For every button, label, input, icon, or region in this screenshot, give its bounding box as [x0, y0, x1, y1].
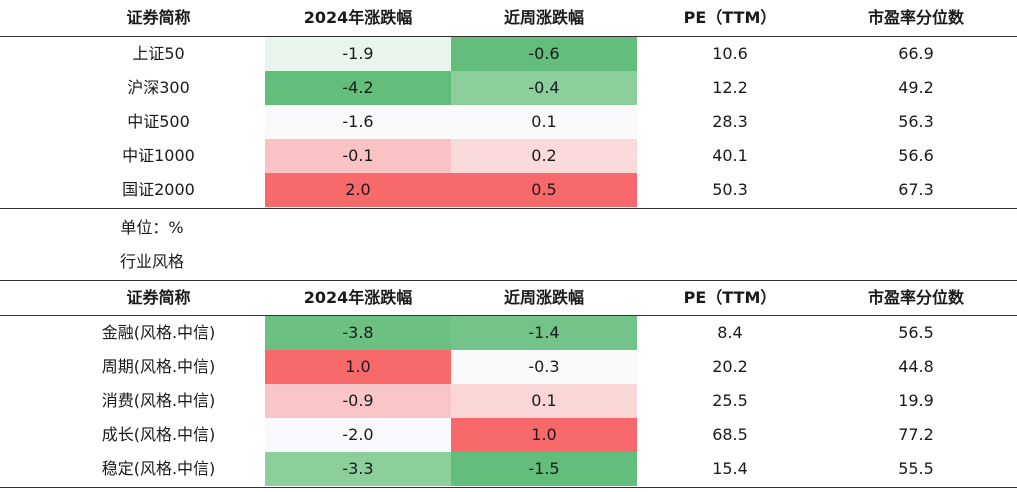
week-change-cell: 1.0	[451, 418, 637, 452]
table-row: 上证50 -1.9 -0.6 10.6 66.9	[0, 37, 1017, 71]
header-pe-percentile: 市盈率分位数	[867, 288, 964, 307]
pe-percentile-cell: 19.9	[898, 391, 934, 410]
table-row: 消费(风格.中信) -0.9 0.1 25.5 19.9	[0, 384, 1017, 418]
pe-ttm-cell: 12.2	[712, 78, 748, 97]
week-change-cell: -1.5	[451, 452, 637, 486]
header-week-change: 近周涨跌幅	[503, 8, 584, 27]
pe-ttm-cell: 50.3	[712, 180, 748, 199]
pe-ttm-cell: 8.4	[717, 323, 743, 342]
ytd-change-cell: -3.3	[265, 452, 451, 486]
week-change-cell: -0.3	[451, 350, 637, 384]
week-change-cell: -1.4	[451, 316, 637, 350]
table2-header: 证券简称 2024年涨跌幅 近周涨跌幅 PE（TTM） 市盈率分位数	[0, 281, 1017, 315]
week-change-cell: 0.1	[451, 105, 637, 139]
header-ytd-change: 2024年涨跌幅	[303, 8, 413, 27]
ytd-change-cell: 2.0	[265, 173, 451, 207]
security-name-cell: 消费(风格.中信)	[101, 391, 216, 410]
table2-top-rule	[0, 280, 1017, 281]
section-title: 行业风格	[119, 252, 184, 271]
ytd-change-cell: -3.8	[265, 316, 451, 350]
table-row: 国证2000 2.0 0.5 50.3 67.3	[0, 173, 1017, 207]
pe-ttm-cell: 15.4	[712, 459, 748, 478]
header-pe-percentile: 市盈率分位数	[867, 8, 964, 27]
pe-percentile-cell: 66.9	[898, 44, 934, 63]
pe-ttm-cell: 68.5	[712, 425, 748, 444]
ytd-change-cell: -1.9	[265, 37, 451, 71]
table-row: 沪深300 -4.2 -0.4 12.2 49.2	[0, 71, 1017, 105]
table1-header-rule	[0, 36, 1017, 37]
pe-ttm-cell: 25.5	[712, 391, 748, 410]
week-change-cell: -0.4	[451, 71, 637, 105]
ytd-change-cell: 1.0	[265, 350, 451, 384]
ytd-change-cell: -1.6	[265, 105, 451, 139]
ytd-change-cell: -4.2	[265, 71, 451, 105]
header-pe-ttm: PE（TTM）	[683, 8, 777, 27]
security-name-cell: 上证50	[132, 44, 185, 63]
pe-ttm-cell: 40.1	[712, 146, 748, 165]
pe-percentile-cell: 56.3	[898, 112, 934, 131]
header-pe-ttm: PE（TTM）	[683, 288, 777, 307]
table-row: 成长(风格.中信) -2.0 1.0 68.5 77.2	[0, 418, 1017, 452]
pe-ttm-cell: 20.2	[712, 357, 748, 376]
ytd-change-cell: -0.9	[265, 384, 451, 418]
header-week-change: 近周涨跌幅	[503, 288, 584, 307]
header-ytd-change: 2024年涨跌幅	[303, 288, 413, 307]
security-name-cell: 稳定(风格.中信)	[101, 459, 216, 478]
pe-percentile-cell: 56.5	[898, 323, 934, 342]
table2-bottom-rule	[0, 487, 1017, 488]
pe-percentile-cell: 49.2	[898, 78, 934, 97]
header-security-name: 证券简称	[126, 288, 191, 307]
ytd-change-cell: -2.0	[265, 418, 451, 452]
table-row: 中证1000 -0.1 0.2 40.1 56.6	[0, 139, 1017, 173]
table1-bottom-rule	[0, 208, 1017, 209]
pe-percentile-cell: 56.6	[898, 146, 934, 165]
pe-percentile-cell: 77.2	[898, 425, 934, 444]
week-change-cell: 0.2	[451, 139, 637, 173]
week-change-cell: -0.6	[451, 37, 637, 71]
table-row: 周期(风格.中信) 1.0 -0.3 20.2 44.8	[0, 350, 1017, 384]
ytd-change-cell: -0.1	[265, 139, 451, 173]
week-change-cell: 0.1	[451, 384, 637, 418]
pe-percentile-cell: 67.3	[898, 180, 934, 199]
week-change-cell: 0.5	[451, 173, 637, 207]
security-name-cell: 成长(风格.中信)	[101, 425, 216, 444]
unit-note: 单位：%	[120, 218, 184, 237]
pe-ttm-cell: 28.3	[712, 112, 748, 131]
security-name-cell: 国证2000	[122, 180, 195, 199]
pe-percentile-cell: 55.5	[898, 459, 934, 478]
pe-percentile-cell: 44.8	[898, 357, 934, 376]
header-security-name: 证券简称	[126, 8, 191, 27]
security-name-cell: 周期(风格.中信)	[101, 357, 216, 376]
table-row: 中证500 -1.6 0.1 28.3 56.3	[0, 105, 1017, 139]
table1-header: 证券简称 2024年涨跌幅 近周涨跌幅 PE（TTM） 市盈率分位数	[0, 1, 1017, 35]
pe-ttm-cell: 10.6	[712, 44, 748, 63]
security-name-cell: 中证500	[127, 112, 190, 131]
table-row: 稳定(风格.中信) -3.3 -1.5 15.4 55.5	[0, 452, 1017, 486]
security-name-cell: 中证1000	[122, 146, 195, 165]
table2-header-rule	[0, 315, 1017, 316]
security-name-cell: 金融(风格.中信)	[101, 323, 216, 342]
security-name-cell: 沪深300	[127, 78, 190, 97]
table-row: 金融(风格.中信) -3.8 -1.4 8.4 56.5	[0, 316, 1017, 350]
